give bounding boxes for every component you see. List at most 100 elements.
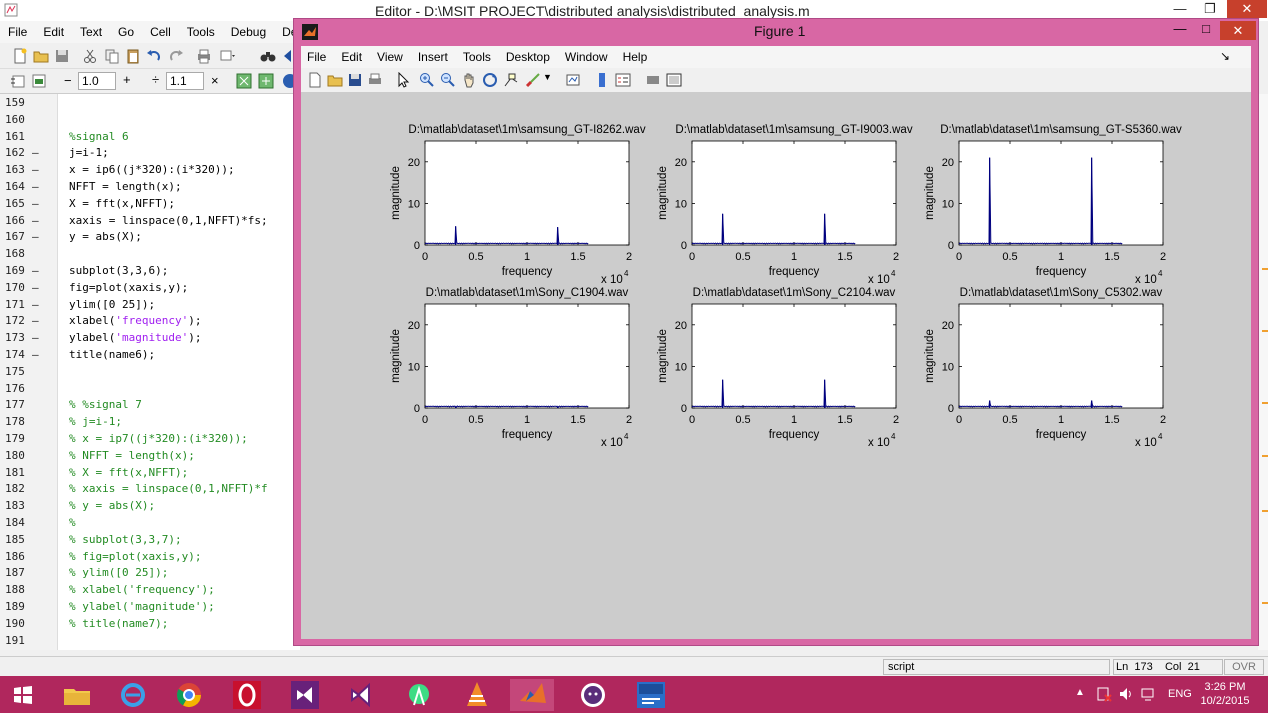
hide-plot-tools-icon[interactable] [645,72,661,88]
code-line[interactable]: 190 % title(name7); [0,615,300,632]
close-icon[interactable]: ✕ [1227,0,1267,18]
menu-window[interactable]: Window [564,50,608,64]
visual-studio-icon[interactable] [288,679,322,711]
breakpoint-marker[interactable]: — [32,348,39,361]
breakpoint-marker[interactable]: — [32,280,39,294]
warning-marker[interactable] [1262,510,1268,512]
code-line[interactable]: 181 % X = fft(x,NFFT); [0,464,300,481]
breakpoint-marker[interactable]: — [32,146,39,160]
legend-icon[interactable] [615,72,631,88]
increment-button[interactable]: + [123,72,131,87]
code-line[interactable]: 173 — ylabel('magnitude'); [0,329,300,346]
code-line[interactable]: 164 — NFFT = length(x); [0,178,300,195]
breakpoint-marker[interactable]: — [32,297,39,311]
breakpoint-marker[interactable]: — [32,180,39,193]
magnitude-series-line[interactable] [958,400,1123,409]
figure-title-bar[interactable]: Figure 1 — □ ✕ [294,19,1258,45]
find-dropdown-icon[interactable] [220,48,236,64]
menu-file[interactable]: File [8,25,28,39]
pan-hand-icon[interactable] [461,72,477,88]
new-file-icon[interactable] [12,48,28,64]
insert-cell-icon[interactable] [10,73,26,89]
network-icon[interactable] [1140,686,1156,702]
internet-explorer-icon[interactable] [116,679,150,711]
show-plot-tools-icon[interactable] [666,72,682,88]
code-line[interactable]: 191 [0,632,300,649]
close-icon[interactable]: ✕ [1220,21,1256,40]
menu-text[interactable]: Text [80,25,103,39]
subplot-2[interactable]: 0 0.5 1 1.5 201020D:\matlab\dataset\1m\samsu… [657,124,913,286]
android-studio-icon[interactable] [402,679,436,711]
code-editor[interactable]: 159 160 161 %signal 6 162 — j=i-1; 163 — x = ip6(… [0,94,300,650]
zoom-in-icon[interactable] [419,72,435,88]
magnitude-series-line[interactable] [691,213,856,246]
subplot-3[interactable]: 0 0.5 1 1.5 201020D:\matlab\dataset\1m\samsu… [924,124,1182,286]
visual-studio-alt-icon[interactable] [344,679,378,711]
code-line[interactable]: 178 % j=i-1; [0,413,300,430]
arrow-icon[interactable] [281,48,297,64]
devcpp-icon[interactable] [634,679,668,711]
code-line[interactable]: 160 [0,111,300,128]
warning-marker[interactable] [1262,330,1268,332]
magnitude-series-line[interactable] [424,226,589,246]
brush-icon[interactable] [525,72,541,88]
warning-marker[interactable] [1262,602,1268,604]
code-line[interactable]: 185 % subplot(3,3,7); [0,531,300,548]
menu-debug[interactable]: Debug [230,25,267,39]
decrement-button[interactable]: − [64,73,72,88]
print-figure-icon[interactable] [367,72,383,88]
code-line[interactable]: 189 % ylabel('magnitude'); [0,598,300,615]
menu-tools[interactable]: Tools [186,25,215,39]
code-line[interactable]: 184% [0,514,300,531]
divisor-value-input[interactable]: 1.1 [166,72,204,90]
code-line[interactable]: 166 — xaxis = linspace(0,1,NFFT)*fs; [0,212,300,229]
axes-box[interactable] [424,140,630,246]
link-plot-icon[interactable] [565,72,581,88]
save-icon[interactable] [54,48,70,64]
code-line[interactable]: 177 % %signal 7 [0,396,300,413]
subplot-1[interactable]: 0 0.5 1 1.5 201020D:\matlab\dataset\1m\samsu… [390,124,646,286]
edit-plot-pointer-icon[interactable] [395,72,411,88]
code-line[interactable]: 161 %signal 6 [0,128,300,145]
paste-icon[interactable] [125,48,141,64]
figure-window[interactable]: Figure 1 — □ ✕ File Edit View Insert Too… [293,18,1259,646]
brush-dropdown-icon[interactable]: ▼ [543,72,552,82]
code-line[interactable]: 188 % xlabel('frequency'); [0,581,300,598]
code-line[interactable]: 182 % xaxis = linspace(0,1,NFFT)*f [0,480,300,497]
system-clock[interactable]: 3:26 PM 10/2/2015 [1200,681,1250,707]
breakpoint-marker[interactable]: — [32,264,39,277]
axes-box[interactable] [424,303,630,409]
cell-mode-icon[interactable] [31,73,47,89]
subplot-4[interactable]: 0 0.5 1 1.5 201020D:\matlab\dataset\1m\Sony_… [390,287,632,449]
open-file-icon[interactable] [327,72,343,88]
file-explorer-icon[interactable] [60,679,94,711]
code-line[interactable]: 179 % x = ip7((j*320):(i*320)); [0,430,300,447]
minimize-icon[interactable]: — [1173,1,1187,16]
colorbar-icon[interactable] [594,72,610,88]
menu-help[interactable]: Help [622,50,648,64]
increment-value-input[interactable]: 1.0 [78,72,116,90]
editor-title-bar[interactable]: Editor - D:\MSIT PROJECT\distributed ana… [0,0,1268,21]
maximize-icon[interactable]: ❐ [1204,1,1216,16]
code-line[interactable]: 168 [0,245,300,262]
code-line[interactable]: 172 — xlabel('frequency'); [0,312,300,329]
divide-button[interactable]: ÷ [152,72,160,87]
subplot-6[interactable]: 0 0.5 1 1.5 201020D:\matlab\dataset\1m\Sony_… [924,287,1166,449]
code-line[interactable]: 162 — j=i-1; [0,144,300,161]
code-line[interactable]: 186 % fig=plot(xaxis,y); [0,548,300,565]
magnitude-series-line[interactable] [958,157,1123,246]
menu-file[interactable]: File [307,50,327,64]
undo-icon[interactable] [146,48,162,64]
subplot-5[interactable]: 0 0.5 1 1.5 201020D:\matlab\dataset\1m\Sony_… [657,287,899,449]
evaluate-advance-icon[interactable] [258,73,274,89]
matlab-icon[interactable] [516,679,550,711]
menu-insert[interactable]: Insert [417,50,448,64]
code-line[interactable]: 180 % NFFT = length(x); [0,447,300,464]
minimize-icon[interactable]: — [1173,21,1187,36]
magnitude-series-line[interactable] [691,379,856,409]
dock-arrow-icon[interactable]: ↘ [1219,49,1230,63]
menu-view[interactable]: View [377,50,403,64]
menu-desktop[interactable]: Desktop [505,50,550,64]
redo-icon[interactable] [168,48,184,64]
menu-tools[interactable]: Tools [462,50,491,64]
